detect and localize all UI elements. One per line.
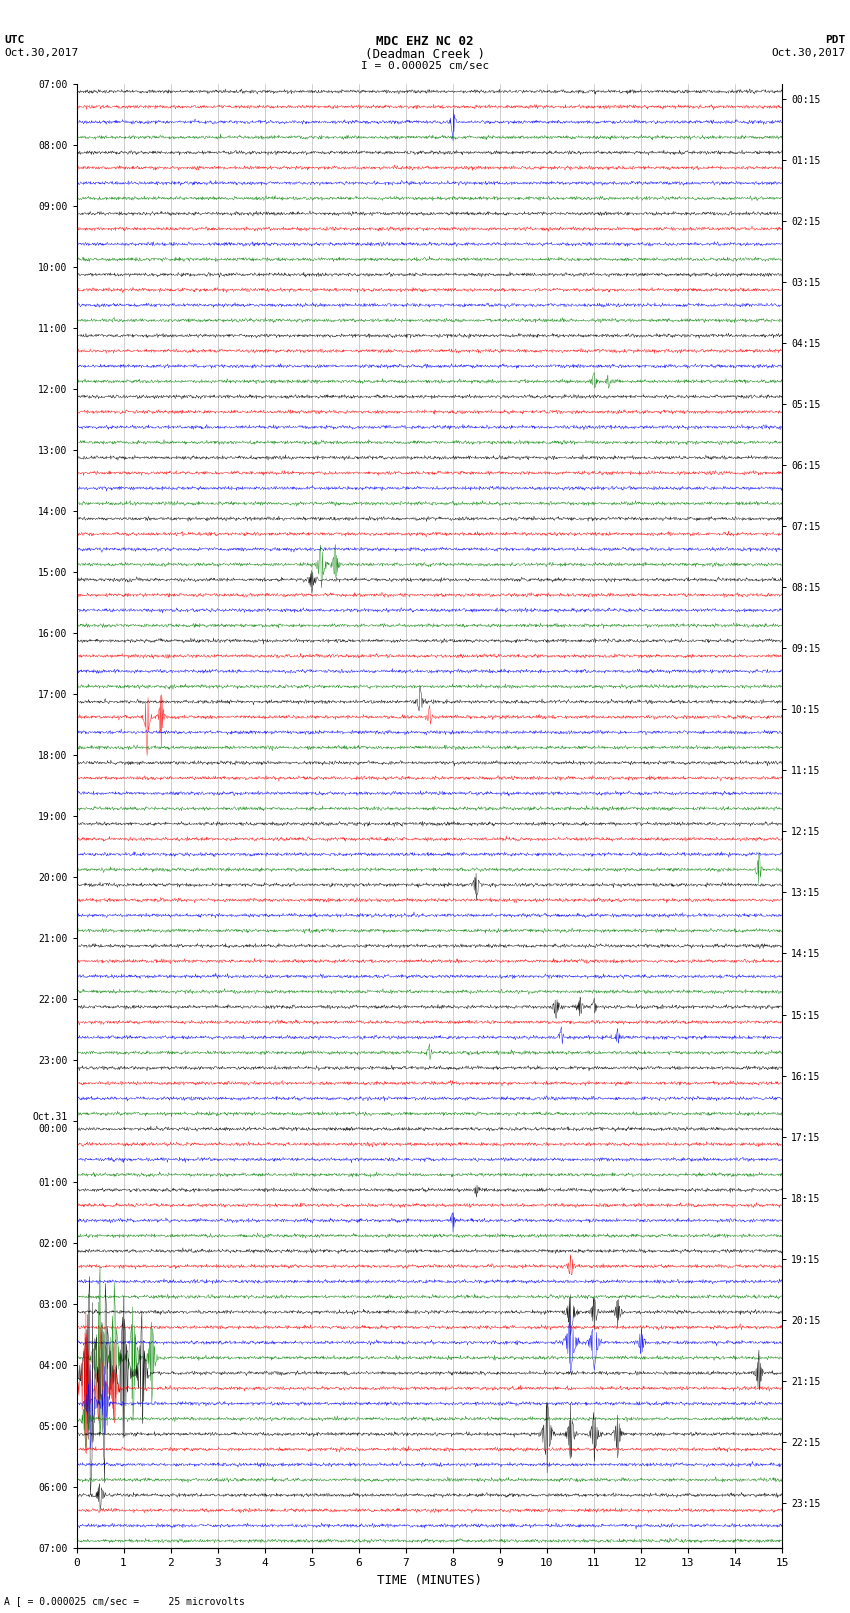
- Text: MDC EHZ NC 02: MDC EHZ NC 02: [377, 35, 473, 48]
- Text: UTC: UTC: [4, 35, 25, 45]
- Text: Oct.30,2017: Oct.30,2017: [772, 48, 846, 58]
- X-axis label: TIME (MINUTES): TIME (MINUTES): [377, 1574, 482, 1587]
- Text: (Deadman Creek ): (Deadman Creek ): [365, 48, 485, 61]
- Text: I = 0.000025 cm/sec: I = 0.000025 cm/sec: [361, 61, 489, 71]
- Text: Oct.30,2017: Oct.30,2017: [4, 48, 78, 58]
- Text: PDT: PDT: [825, 35, 846, 45]
- Text: A [ = 0.000025 cm/sec =     25 microvolts: A [ = 0.000025 cm/sec = 25 microvolts: [4, 1597, 245, 1607]
